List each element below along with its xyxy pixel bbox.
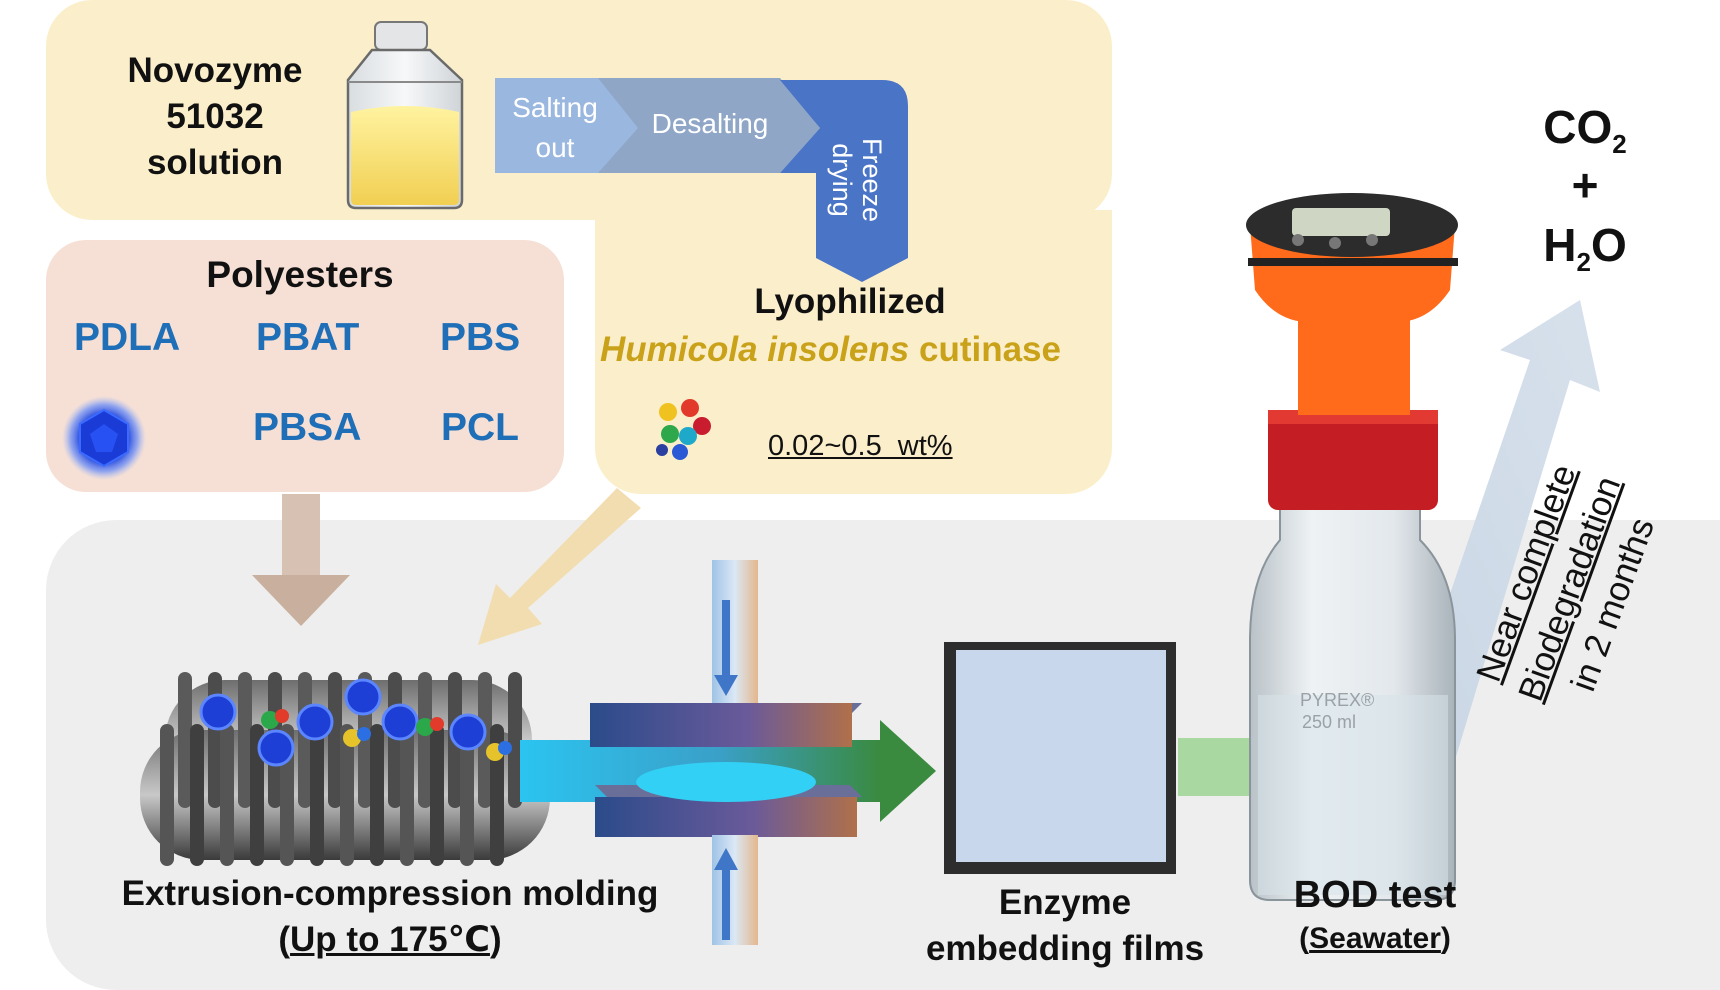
polymer-pellets xyxy=(199,678,487,767)
enzyme-loading: 0.02~0.5 wt% xyxy=(768,430,953,462)
compression-press xyxy=(590,560,862,945)
screw-rib xyxy=(460,724,474,866)
enzyme-structure-cluster xyxy=(261,709,512,761)
polymer-pellet xyxy=(296,703,334,741)
enzyme-diagonal-arrow xyxy=(478,488,641,645)
screw-rib xyxy=(298,672,312,808)
step-salting-out: Salting out xyxy=(512,92,598,163)
screw-rib xyxy=(250,724,264,866)
screw-rib xyxy=(220,724,234,866)
step-freeze-drying: Freeze drying xyxy=(827,137,887,223)
polyester-pcl: PCL xyxy=(441,406,519,449)
h2o-base: H xyxy=(1543,219,1577,271)
polymer-pellet xyxy=(381,703,419,741)
bottle-volume-text: 250 ml xyxy=(1302,712,1357,732)
extrusion-paren-close: ) xyxy=(489,920,502,959)
extrusion-temperature: (Up to 175℃) xyxy=(80,920,700,960)
polyester-pdla: PDLA xyxy=(74,316,181,359)
extrusion-label: Extrusion-compression molding xyxy=(121,874,659,913)
product-line2: Humicola insolens cutinase xyxy=(600,330,1120,370)
enzyme-solution-title: Novozyme 51032 solution xyxy=(127,51,303,182)
extrusion-temp-value: Up to 175℃ xyxy=(290,920,490,959)
polymer-pellet xyxy=(199,693,237,731)
enzyme-name: cutinase xyxy=(909,330,1061,369)
enzyme-solution-jar xyxy=(346,21,464,210)
polyester-pbsa: PBSA xyxy=(253,406,362,449)
co2-subscript: 2 xyxy=(1612,129,1627,160)
bod-paren-close: ) xyxy=(1440,922,1451,955)
extruder-screw-ribs xyxy=(160,672,522,866)
bod-label: BOD test xyxy=(1293,874,1457,916)
polyester-pbs: PBS xyxy=(440,316,521,359)
enzyme-film-sample xyxy=(944,642,1176,874)
process-flow-arrow xyxy=(495,78,908,282)
films-label: Enzyme embedding films xyxy=(925,883,1205,968)
polyesters-heading: Polyesters xyxy=(206,254,394,295)
screw-rib xyxy=(178,672,192,808)
screw-rib xyxy=(370,724,384,866)
product-h2o: H2O xyxy=(1520,218,1650,278)
h2o-tail: O xyxy=(1590,219,1627,271)
polyester-pbat: PBAT xyxy=(256,316,360,359)
polyester-down-arrow xyxy=(252,494,350,626)
enzyme-3d-structure-icon xyxy=(650,392,720,467)
screw-rib xyxy=(190,724,204,866)
co2-base: CO xyxy=(1543,101,1613,153)
screw-rib xyxy=(238,672,252,808)
screw-rib xyxy=(328,672,342,808)
bod-bottle xyxy=(1246,193,1458,901)
screw-rib xyxy=(340,724,354,866)
screw-rib xyxy=(400,724,414,866)
screw-rib xyxy=(160,724,174,866)
extrusion-paren-open: ( xyxy=(278,920,291,959)
polymer-pellet xyxy=(257,729,295,767)
screw-rib xyxy=(430,724,444,866)
screw-rib xyxy=(418,672,432,808)
polymer-pellet xyxy=(449,713,487,751)
polymer-pellet xyxy=(344,678,382,716)
product-co2: CO2 xyxy=(1520,100,1650,160)
h2o-subscript: 2 xyxy=(1576,247,1591,278)
screw-rib xyxy=(508,672,522,808)
product-line1: Lyophilized xyxy=(754,282,946,321)
organism-name: Humicola insolens xyxy=(600,330,910,369)
product-plus: + xyxy=(1571,159,1599,211)
bottle-brand-text: PYREX® xyxy=(1300,690,1375,710)
bod-medium-value: Seawater xyxy=(1309,922,1441,955)
screw-rib xyxy=(208,672,222,808)
step-desalting: Desalting xyxy=(651,108,769,139)
polymer-pellet-icon xyxy=(60,394,148,482)
bod-medium: (Seawater) xyxy=(1250,922,1500,956)
bod-paren-open: ( xyxy=(1299,922,1310,955)
screw-rib xyxy=(478,672,492,808)
screw-rib xyxy=(310,724,324,866)
